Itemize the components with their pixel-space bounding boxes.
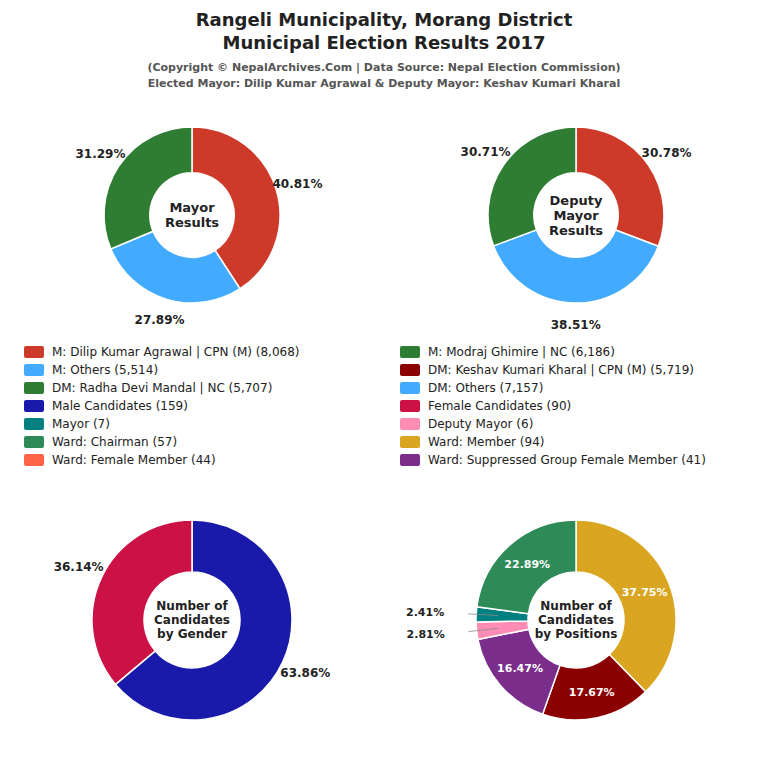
title: Municipal Election Results 2017 (222, 32, 545, 53)
legend-swatch (24, 400, 44, 412)
title: Rangeli Municipality, Morang District (196, 9, 573, 30)
legend-entry: Ward: Suppressed Group Female Member (41… (428, 453, 706, 467)
legend-swatch (400, 346, 420, 358)
legend-swatch (24, 346, 44, 358)
data-label: 27.89% (135, 313, 185, 327)
leader-line (468, 614, 498, 616)
data-label: 22.89% (504, 558, 550, 571)
legend-entry: Male Candidates (159) (52, 399, 188, 413)
legend-swatch (24, 436, 44, 448)
chart: Rangeli Municipality, Morang DistrictMun… (0, 0, 768, 768)
legend-swatch (400, 454, 420, 466)
donut-chart (488, 127, 664, 303)
legend-entry: Female Candidates (90) (428, 399, 571, 413)
data-label: 40.81% (272, 177, 322, 191)
data-label: 31.29% (75, 147, 125, 161)
leader-line (469, 628, 499, 631)
legend-swatch (400, 418, 420, 430)
legend-swatch (24, 418, 44, 430)
data-label: 36.14% (54, 560, 104, 574)
legend-entry: M: Others (5,514) (52, 363, 158, 377)
donut-chart (92, 520, 292, 720)
legend-swatch (24, 364, 44, 376)
background (0, 0, 768, 768)
legend-entry: M: Dilip Kumar Agrawal | CPN (M) (8,068) (52, 345, 300, 359)
legend-swatch (400, 400, 420, 412)
data-label: 2.41% (406, 606, 444, 619)
slice (494, 230, 659, 303)
legend-swatch (400, 382, 420, 394)
data-label: 38.51% (551, 318, 601, 332)
data-label: 16.47% (497, 662, 543, 675)
legend-entry: Ward: Chairman (57) (52, 435, 177, 449)
donut-title: Number ofCandidatesby Gender (154, 599, 230, 641)
legend-entry: Ward: Member (94) (428, 435, 544, 449)
legend-swatch (400, 364, 420, 376)
donut-title: DeputyMayorResults (549, 193, 603, 238)
data-label: 30.71% (461, 145, 511, 159)
legend-entry: Ward: Female Member (44) (52, 453, 216, 467)
slice (478, 629, 560, 714)
slice (111, 231, 240, 303)
legend-entry: M: Modraj Ghimire | NC (6,186) (428, 345, 615, 359)
data-label: 17.67% (569, 686, 615, 699)
subtitle: (Copyright © NepalArchives.Com | Data So… (147, 61, 620, 74)
donut-title: Number ofCandidatesby Positions (535, 599, 618, 641)
data-label: 37.75% (622, 586, 668, 599)
legend-swatch (400, 436, 420, 448)
legend-entry: Mayor (7) (52, 417, 110, 431)
donut-chart (104, 127, 280, 303)
donut-chart (476, 520, 676, 720)
data-label: 63.86% (280, 666, 330, 680)
legend-swatch (24, 382, 44, 394)
subtitle: Elected Mayor: Dilip Kumar Agrawal & Dep… (148, 77, 620, 90)
legend: M: Dilip Kumar Agrawal | CPN (M) (8,068)… (24, 345, 706, 467)
legend-entry: DM: Others (7,157) (428, 381, 543, 395)
legend-swatch (24, 454, 44, 466)
legend-entry: Deputy Mayor (6) (428, 417, 533, 431)
data-label: 30.78% (642, 146, 692, 160)
legend-entry: DM: Radha Devi Mandal | NC (5,707) (52, 381, 272, 395)
legend-entry: DM: Keshav Kumari Kharal | CPN (M) (5,71… (428, 363, 694, 377)
data-label: 2.81% (407, 628, 445, 641)
slice (104, 127, 192, 249)
donut-title: MayorResults (165, 200, 219, 230)
